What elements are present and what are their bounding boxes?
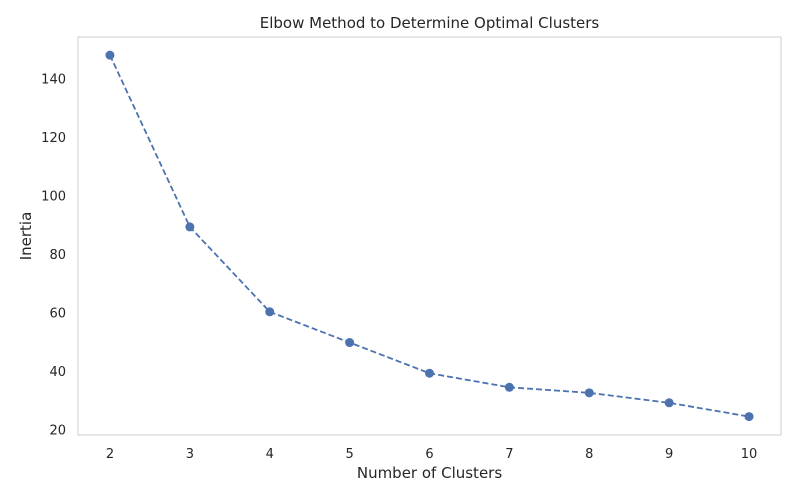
data-point [504, 382, 514, 392]
x-axis-ticks: 2 3 4 5 6 7 8 9 10 [106, 447, 758, 462]
y-tick-label: 40 [49, 365, 66, 380]
x-axis-label: Number of Clusters [356, 464, 503, 482]
data-point [345, 338, 355, 348]
y-tick-label: 80 [49, 248, 66, 263]
y-tick-label: 60 [49, 307, 66, 322]
data-point [105, 50, 115, 60]
data-point [425, 368, 434, 378]
y-axis-ticks: 20 40 60 80 100 120 140 [41, 73, 66, 439]
x-tick-label: 2 [106, 447, 114, 462]
series-line-inertia [109, 54, 750, 418]
data-point [265, 307, 275, 317]
y-tick-label: 100 [41, 190, 66, 205]
x-tick-label: 5 [345, 447, 353, 462]
data-point [584, 388, 594, 398]
x-tick-label: 3 [186, 447, 194, 462]
y-tick-label: 20 [49, 424, 66, 439]
plot-frame [77, 36, 782, 436]
x-tick-label: 6 [425, 447, 433, 462]
x-tick-label: 9 [665, 447, 673, 462]
y-tick-label: 120 [41, 131, 66, 146]
data-point [744, 412, 754, 422]
data-point [664, 398, 674, 408]
x-tick-label: 8 [585, 447, 593, 462]
series-points [105, 50, 754, 422]
x-tick-label: 10 [741, 447, 758, 462]
x-tick-label: 7 [505, 447, 513, 462]
y-tick-label: 140 [41, 73, 66, 88]
chart-title: Elbow Method to Determine Optimal Cluste… [259, 14, 600, 32]
y-axis-label: Inertia [17, 211, 35, 261]
x-tick-label: 4 [266, 447, 274, 462]
data-point [185, 222, 195, 232]
